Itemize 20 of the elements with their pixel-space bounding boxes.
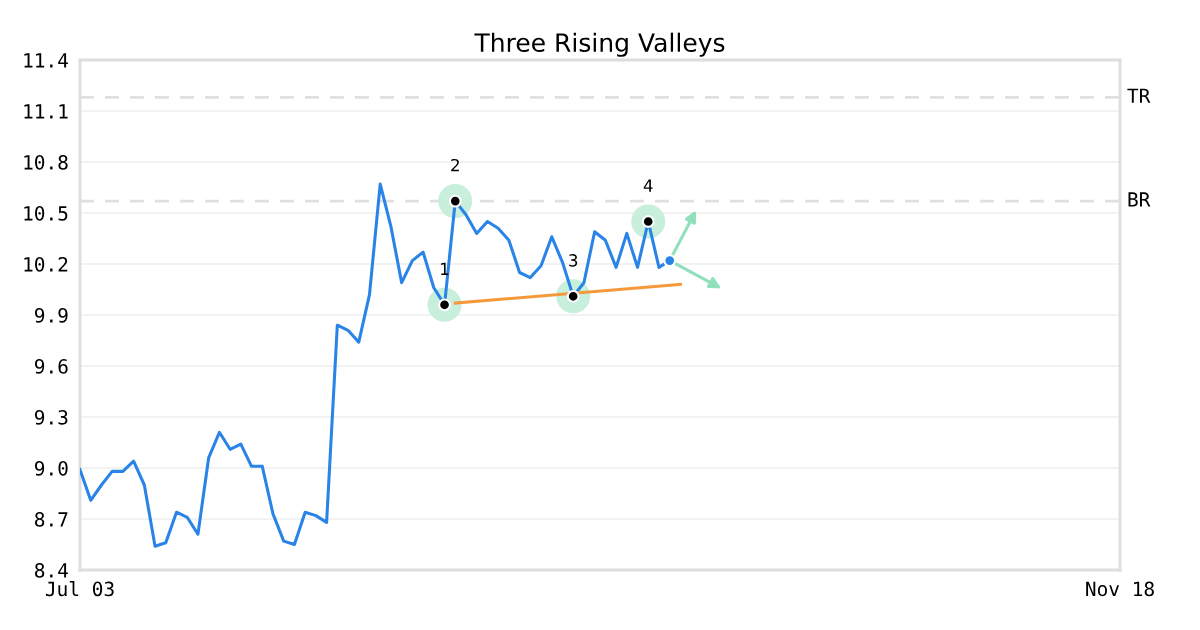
- y-tick-label: 9.6: [34, 359, 68, 374]
- y-tick-label: 9.0: [34, 461, 68, 476]
- x-tick-label: Jul 03: [45, 581, 114, 597]
- series-label: 3: [569, 254, 578, 267]
- series-label: 4: [643, 179, 653, 192]
- x-tick-label: Nov 18: [1086, 581, 1154, 597]
- y-tick-label: 10.2: [24, 257, 68, 272]
- ref-line-label: TR: [1127, 88, 1151, 103]
- y-tick-label: 8.7: [35, 512, 68, 527]
- y-tick-label: 9.9: [34, 308, 68, 323]
- ref-line-label: BR: [1128, 192, 1151, 207]
- chart-title: Three Rising Valleys: [474, 32, 725, 57]
- y-tick-label: 8.4: [35, 563, 68, 578]
- y-tick-label: 9.3: [34, 410, 68, 425]
- y-tick-label: 10.8: [24, 155, 68, 170]
- y-tick-label: 11.1: [24, 104, 68, 119]
- point: [663, 254, 677, 268]
- y-tick-label: 11.4: [24, 53, 68, 68]
- series-label: 2: [451, 158, 459, 172]
- y-tick-label: 10.5: [24, 206, 68, 221]
